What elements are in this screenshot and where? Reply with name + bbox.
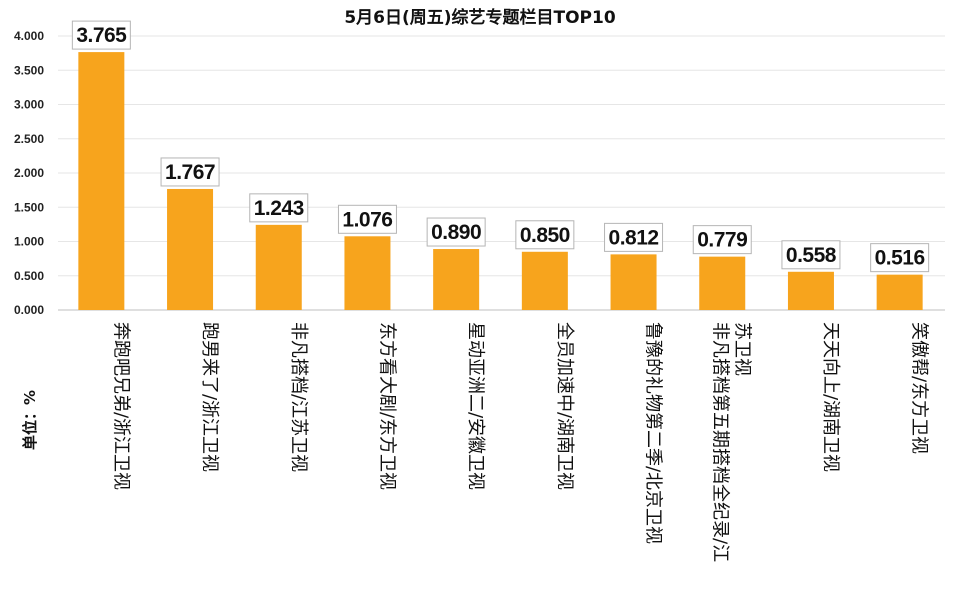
data-label-box xyxy=(515,220,575,250)
category-label: 苏卫视 xyxy=(731,322,752,376)
category-label: 天天向上/湖南卫视 xyxy=(820,322,841,472)
bar xyxy=(433,249,480,310)
data-label: 0.850 xyxy=(520,224,570,247)
y-tick-label: 1.500 xyxy=(14,200,44,214)
y-tick-label: 0.000 xyxy=(14,303,44,317)
data-label-box xyxy=(337,204,397,234)
data-label-box xyxy=(71,20,131,50)
y-axis-ticks: 0.000 0.500 1.000 1.500 2.000 2.500 3.000 3.500… xyxy=(14,29,44,317)
y-tick-label: 1.000 xyxy=(14,235,44,249)
data-label: 0.779 xyxy=(697,229,747,252)
category-label: 笑傲帮/东方卫视 xyxy=(909,322,930,454)
data-label: 0.890 xyxy=(431,221,481,244)
bar xyxy=(78,52,125,310)
data-label-box xyxy=(426,217,486,247)
data-label-box xyxy=(692,225,752,255)
data-label-box xyxy=(870,243,930,273)
category-label: 鲁豫的礼物第二季/北京卫视 xyxy=(643,322,664,544)
data-label: 0.516 xyxy=(875,247,925,270)
data-label-box xyxy=(160,157,220,187)
y-tick-label: 2.000 xyxy=(14,166,44,180)
unit-label: 单位：% xyxy=(21,390,39,450)
category-label: 星动亚洲二/安徽卫视 xyxy=(465,322,486,490)
category-label: 奔跑吧兄弟/浙江卫视 xyxy=(110,322,131,490)
bar xyxy=(521,251,568,310)
data-label: 1.076 xyxy=(342,208,392,231)
chart-title: 5月6日(周五)综艺专题栏目TOP10 xyxy=(344,7,616,28)
bar xyxy=(167,188,214,310)
data-label-box xyxy=(604,222,664,252)
bars xyxy=(78,52,923,310)
y-tick-label: 4.000 xyxy=(14,29,44,43)
bar xyxy=(610,254,657,310)
data-label: 0.812 xyxy=(609,226,659,249)
y-tick-label: 2.500 xyxy=(14,132,44,146)
bar xyxy=(699,256,746,310)
data-label: 1.767 xyxy=(165,161,215,184)
y-tick-label: 0.500 xyxy=(14,269,44,283)
y-tick-label: 3.500 xyxy=(14,63,44,77)
data-label: 1.243 xyxy=(254,197,304,220)
data-label-box xyxy=(249,193,309,223)
category-label: 跑男来了/浙江卫视 xyxy=(199,322,220,472)
category-label: 全员加速中/湖南卫视 xyxy=(554,322,575,490)
data-label-box xyxy=(781,240,841,270)
category-label: 非凡搭档/江苏卫视 xyxy=(288,322,309,472)
data-label: 3.765 xyxy=(76,24,127,47)
bar xyxy=(255,224,302,310)
bar xyxy=(344,236,391,310)
y-tick-label: 3.000 xyxy=(14,98,44,112)
bar xyxy=(787,271,834,310)
category-label: 非凡搭档第五期搭档全纪录/江 xyxy=(709,322,730,562)
category-label: 东方看大剧/东方卫视 xyxy=(376,322,397,490)
bar xyxy=(876,274,923,310)
data-labels: 3.765 1.767 1.243 1.076 0.890 0.850 0.812 0.779… xyxy=(71,20,930,273)
data-label: 0.558 xyxy=(786,244,837,267)
category-labels: 奔跑吧兄弟/浙江卫视 跑男来了/浙江卫视 非凡搭档/江苏卫视 东方看大剧/东方卫视 星动… xyxy=(110,322,929,562)
